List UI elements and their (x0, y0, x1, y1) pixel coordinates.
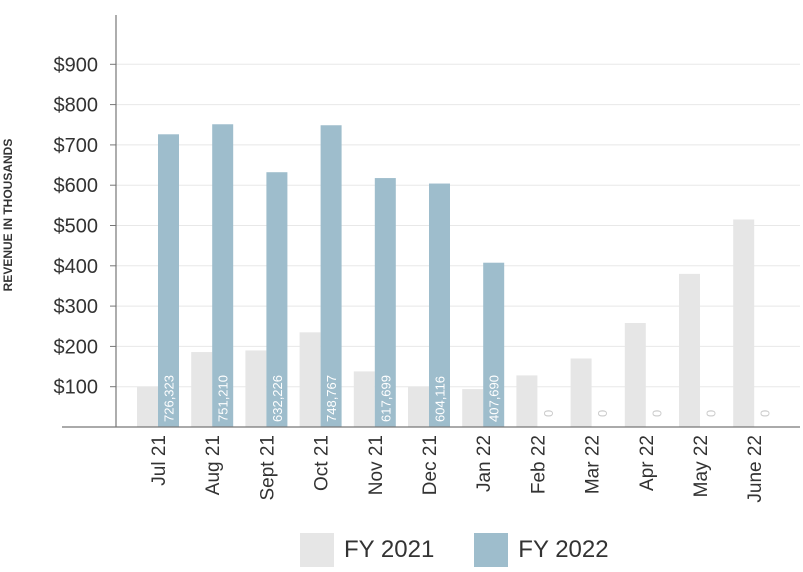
y-tick-label: $100 (54, 377, 99, 399)
data-label: 604,116 (433, 376, 448, 422)
legend-swatch-fy2022 (474, 533, 509, 567)
x-tick-label: June 22 (745, 435, 766, 503)
data-label: 0 (649, 410, 664, 417)
legend-label-fy2021: FY 2021 (344, 536, 435, 563)
bar-fy2021 (570, 358, 592, 427)
x-tick-label: Jan 22 (474, 435, 495, 492)
bar-fy2021 (191, 352, 213, 427)
data-label: 0 (758, 410, 773, 417)
x-tick-label: May 22 (691, 435, 712, 497)
y-tick-label: $900 (54, 54, 99, 76)
bar-fy2021 (245, 350, 267, 427)
bars (137, 124, 755, 428)
data-label: 751,210 (216, 375, 231, 422)
data-label: 632,226 (270, 375, 285, 422)
bar-fy2022 (158, 134, 179, 428)
x-tick-label: Sept 21 (257, 435, 278, 501)
bar-fy2022 (483, 262, 505, 427)
y-tick-label: $700 (54, 135, 99, 157)
bar-fy2021 (137, 386, 158, 427)
data-label: 407,690 (487, 375, 502, 422)
y-tick-label: $600 (54, 175, 99, 197)
data-label: 0 (541, 410, 556, 417)
x-tick-label: Feb 22 (528, 435, 549, 494)
y-axis-label: REVENUE IN THOUSANDS (1, 139, 15, 292)
bar-fy2021 (733, 219, 755, 427)
bar-fy2021 (462, 389, 484, 427)
x-tick-label: Jul 21 (149, 435, 170, 486)
x-tick-label: Dec 21 (420, 435, 441, 495)
y-tick-label: $200 (54, 336, 99, 358)
bar-fy2022 (429, 183, 450, 427)
legend-item-fy2021: FY 2021 (300, 533, 434, 567)
legend-label-fy2022: FY 2022 (518, 536, 609, 563)
bar-fy2021 (624, 323, 646, 427)
y-tick-label: $800 (54, 95, 99, 117)
x-tick-label: Nov 21 (366, 435, 387, 495)
bar-fy2021 (353, 371, 375, 427)
x-tick-label: Apr 22 (637, 435, 658, 491)
legend-item-fy2022: FY 2022 (474, 533, 609, 567)
bar-fy2021 (408, 386, 429, 427)
axes (62, 15, 800, 428)
data-label: 748,767 (324, 375, 339, 422)
legend: FY 2021 FY 2022 (300, 533, 609, 567)
x-tick-label: Oct 21 (312, 435, 333, 491)
data-label: 726,323 (162, 375, 177, 422)
y-tick-label: $400 (54, 256, 99, 278)
bar-fy2021 (516, 375, 538, 427)
y-tick-label: $300 (54, 296, 99, 318)
bar-fy2022 (212, 124, 234, 428)
data-label: 0 (595, 410, 610, 417)
x-tick-label: Mar 22 (583, 435, 604, 494)
bar-fy2021 (299, 332, 321, 427)
x-tick-label: Aug 21 (203, 435, 224, 495)
data-label: 0 (704, 410, 719, 417)
bar-fy2022 (374, 178, 396, 427)
y-tick-label: $500 (54, 216, 99, 238)
labels: $100 $200 $300 $400 $500 $600 $700 $800 $900 726,… (54, 54, 773, 502)
data-label: 617,699 (378, 375, 393, 422)
bar-fy2022 (266, 172, 288, 427)
bar-fy2022 (320, 125, 342, 428)
legend-swatch-fy2021 (300, 533, 334, 567)
bar-fy2021 (679, 273, 700, 427)
